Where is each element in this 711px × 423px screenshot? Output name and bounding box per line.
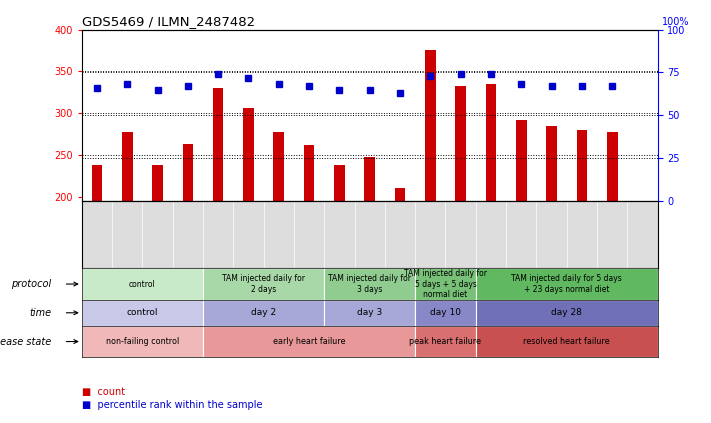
Bar [577, 130, 587, 201]
Text: day 2: day 2 [251, 308, 276, 317]
Text: GDS5469 / ILMN_2487482: GDS5469 / ILMN_2487482 [82, 16, 255, 28]
Text: day 10: day 10 [430, 308, 461, 317]
Bar [415, 268, 476, 300]
Text: ■  count: ■ count [82, 387, 125, 397]
Bar [476, 268, 658, 300]
Bar [334, 165, 345, 201]
Bar [455, 86, 466, 201]
Text: ■  percentile rank within the sample: ■ percentile rank within the sample [82, 400, 262, 410]
Bar [203, 326, 415, 357]
Bar [476, 326, 658, 357]
Text: disease state: disease state [0, 337, 51, 346]
Text: 100%: 100% [662, 17, 690, 27]
Text: day 28: day 28 [551, 308, 582, 317]
Bar [213, 88, 223, 201]
Bar [82, 300, 203, 326]
Text: TAM injected daily for
3 days: TAM injected daily for 3 days [328, 275, 411, 294]
Bar [425, 50, 436, 201]
Text: control: control [127, 308, 158, 317]
Text: peak heart failure: peak heart failure [410, 337, 481, 346]
Bar [365, 157, 375, 201]
Bar [274, 132, 284, 201]
Bar [203, 300, 324, 326]
Bar [183, 144, 193, 201]
Bar [415, 326, 476, 357]
Bar [324, 268, 415, 300]
Bar [324, 300, 415, 326]
Bar [203, 268, 324, 300]
Bar [82, 326, 203, 357]
Text: resolved heart failure: resolved heart failure [523, 337, 610, 346]
Bar [486, 84, 496, 201]
Bar [92, 165, 102, 201]
Bar [516, 120, 527, 201]
Bar [476, 300, 658, 326]
Bar [607, 132, 618, 201]
Text: TAM injected daily for
2 days: TAM injected daily for 2 days [222, 275, 305, 294]
Bar [243, 108, 254, 201]
Text: control: control [129, 280, 156, 288]
Bar [546, 126, 557, 201]
Bar [152, 165, 163, 201]
Bar [122, 132, 132, 201]
Bar [304, 145, 314, 201]
Bar [82, 268, 203, 300]
Text: TAM injected daily for 5 days
+ 23 days normal diet: TAM injected daily for 5 days + 23 days … [511, 275, 622, 294]
Bar [415, 300, 476, 326]
Bar [395, 188, 405, 201]
Text: protocol: protocol [11, 279, 51, 289]
Text: early heart failure: early heart failure [273, 337, 346, 346]
Text: TAM injected daily for
5 days + 5 days
normal diet: TAM injected daily for 5 days + 5 days n… [404, 269, 487, 299]
Text: time: time [29, 308, 51, 318]
Text: day 3: day 3 [357, 308, 383, 317]
Text: non-failing control: non-failing control [106, 337, 179, 346]
